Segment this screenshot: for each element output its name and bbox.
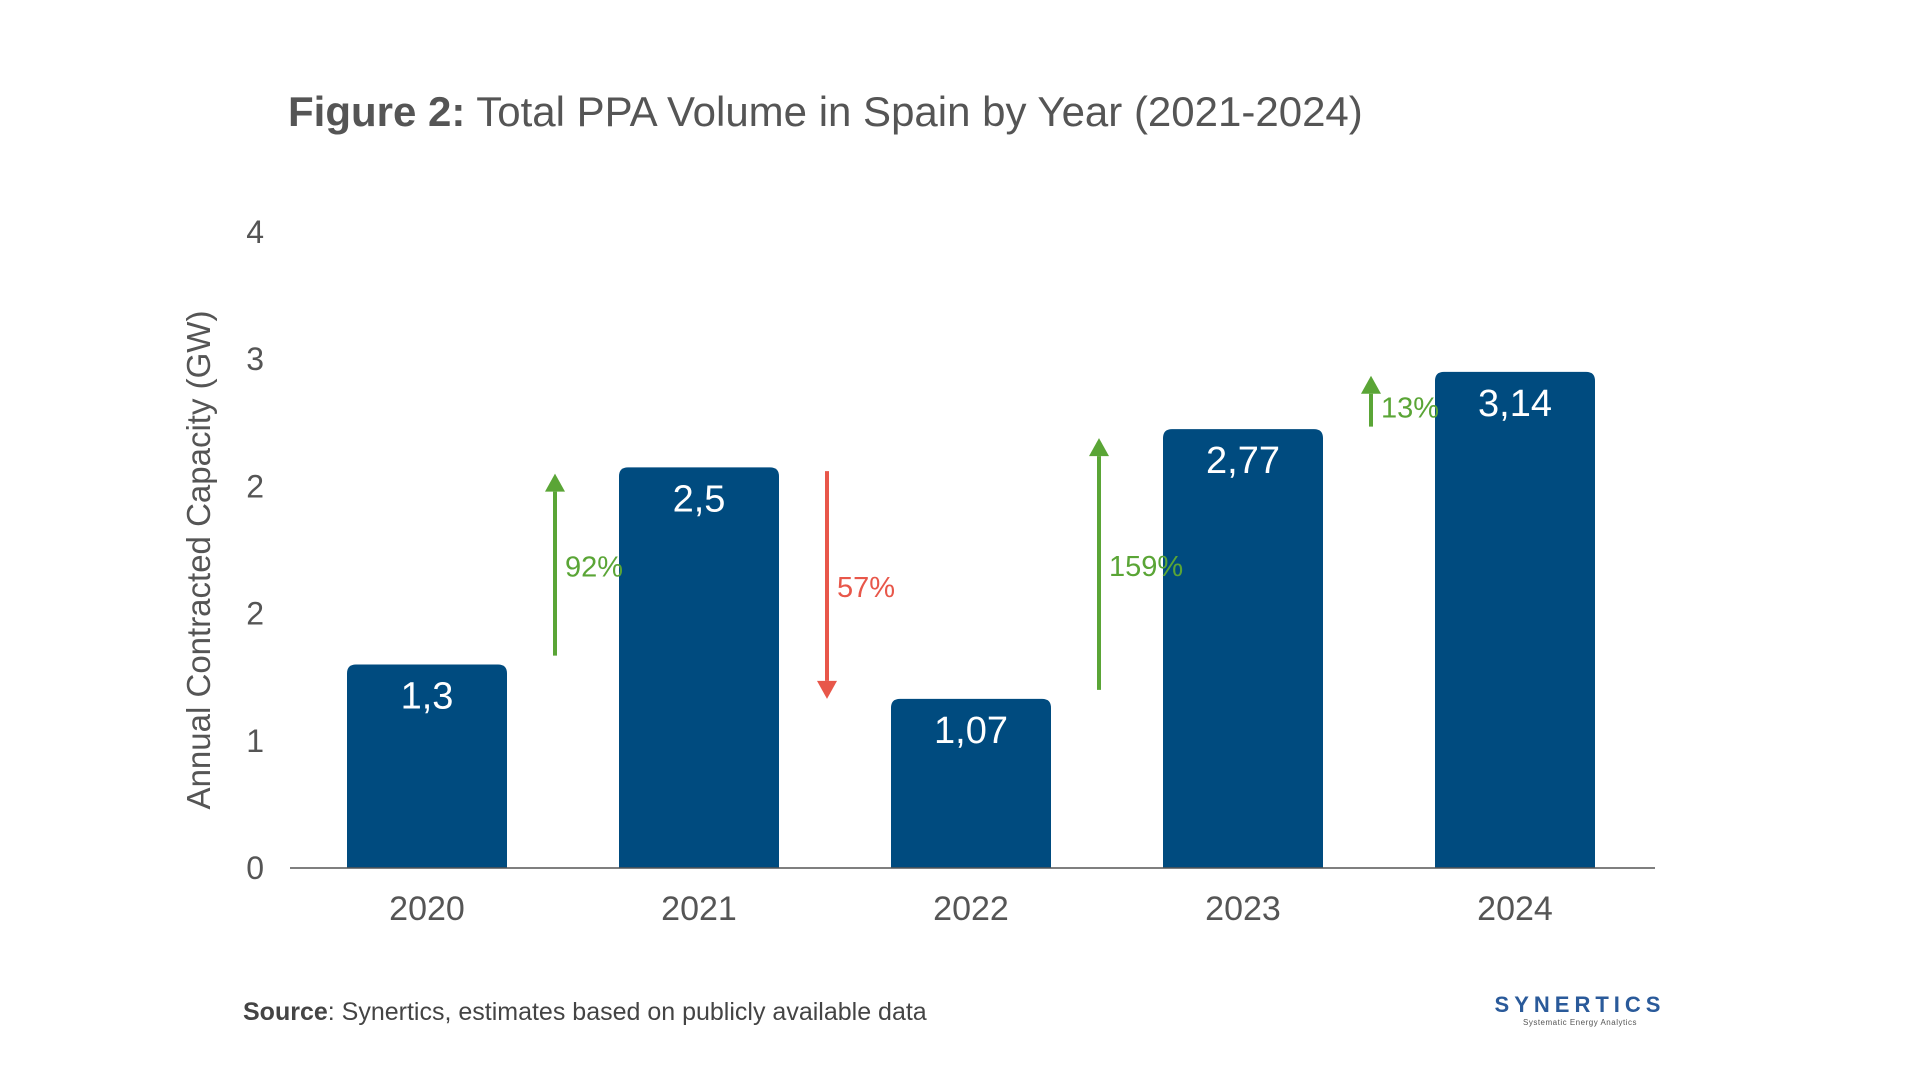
y-tick-label: 4: [246, 214, 264, 250]
y-tick-label: 0: [246, 850, 264, 886]
change-percent-label: 159%: [1109, 551, 1183, 583]
bar-2022: [891, 698, 1051, 868]
source-note: Source: Synertics, estimates based on pu…: [243, 998, 927, 1027]
bar-2023: [1163, 429, 1323, 868]
bar-2021: [619, 467, 779, 868]
change-percent-label: 57%: [837, 572, 895, 604]
y-tick-label: 1: [246, 723, 264, 759]
x-tick-label: 2021: [661, 890, 737, 928]
x-tick-label: 2022: [933, 890, 1009, 928]
x-tick-label: 2020: [389, 890, 465, 928]
logo-name: SYNERTICS: [1494, 992, 1666, 1017]
change-arrow-down: 57%: [817, 471, 895, 699]
x-tick-label: 2023: [1205, 890, 1281, 928]
y-tick-label: 2: [246, 596, 264, 632]
arrow-head: [545, 473, 565, 492]
bar-2020: [347, 664, 507, 868]
bars: [347, 371, 1595, 868]
change-arrow-up: 159%: [1089, 438, 1183, 690]
change-arrow-up: 92%: [545, 473, 623, 656]
x-tick-label: 2024: [1477, 890, 1553, 928]
source-text: : Synertics, estimates based on publicly…: [327, 998, 927, 1026]
y-axis-ticks: 0 1 2 2 3 4: [246, 214, 264, 886]
arrow-head: [817, 680, 837, 699]
chart-title-prefix: Figure 2:: [288, 88, 466, 135]
change-percent-label: 92%: [565, 552, 623, 584]
source-label: Source: [243, 998, 328, 1026]
bar-2024: [1435, 371, 1595, 868]
arrow-head: [1089, 438, 1109, 457]
bar-value-label: 1,07: [934, 710, 1008, 752]
x-axis-labels: 2020 2021 2022 2023 2024: [389, 890, 1553, 928]
change-arrow-up: 13%: [1361, 375, 1439, 427]
change-percent-label: 13%: [1381, 393, 1439, 425]
bar-value-labels: 1,3 2,5 1,07 2,77 3,14: [401, 383, 1552, 752]
change-arrows: 92% 57% 159% 13%: [545, 375, 1439, 699]
logo-tagline: Systematic Energy Analytics: [1523, 1018, 1637, 1027]
y-tick-label: 2: [246, 468, 264, 504]
arrow-head: [1361, 375, 1381, 394]
chart-title: Figure 2: Total PPA Volume in Spain by Y…: [288, 88, 1363, 136]
synertics-logo: SYNERTICS Systematic Energy Analytics: [1490, 992, 1670, 1027]
bar-value-label: 3,14: [1478, 383, 1552, 425]
bar-value-label: 2,77: [1206, 440, 1280, 482]
y-axis-label: Annual Contracted Capacity (GW): [180, 311, 217, 810]
chart-title-text: Total PPA Volume in Spain by Year (2021-…: [476, 88, 1363, 135]
y-tick-label: 3: [246, 341, 264, 377]
bar-value-label: 2,5: [673, 478, 726, 520]
bar-value-label: 1,3: [401, 675, 454, 717]
